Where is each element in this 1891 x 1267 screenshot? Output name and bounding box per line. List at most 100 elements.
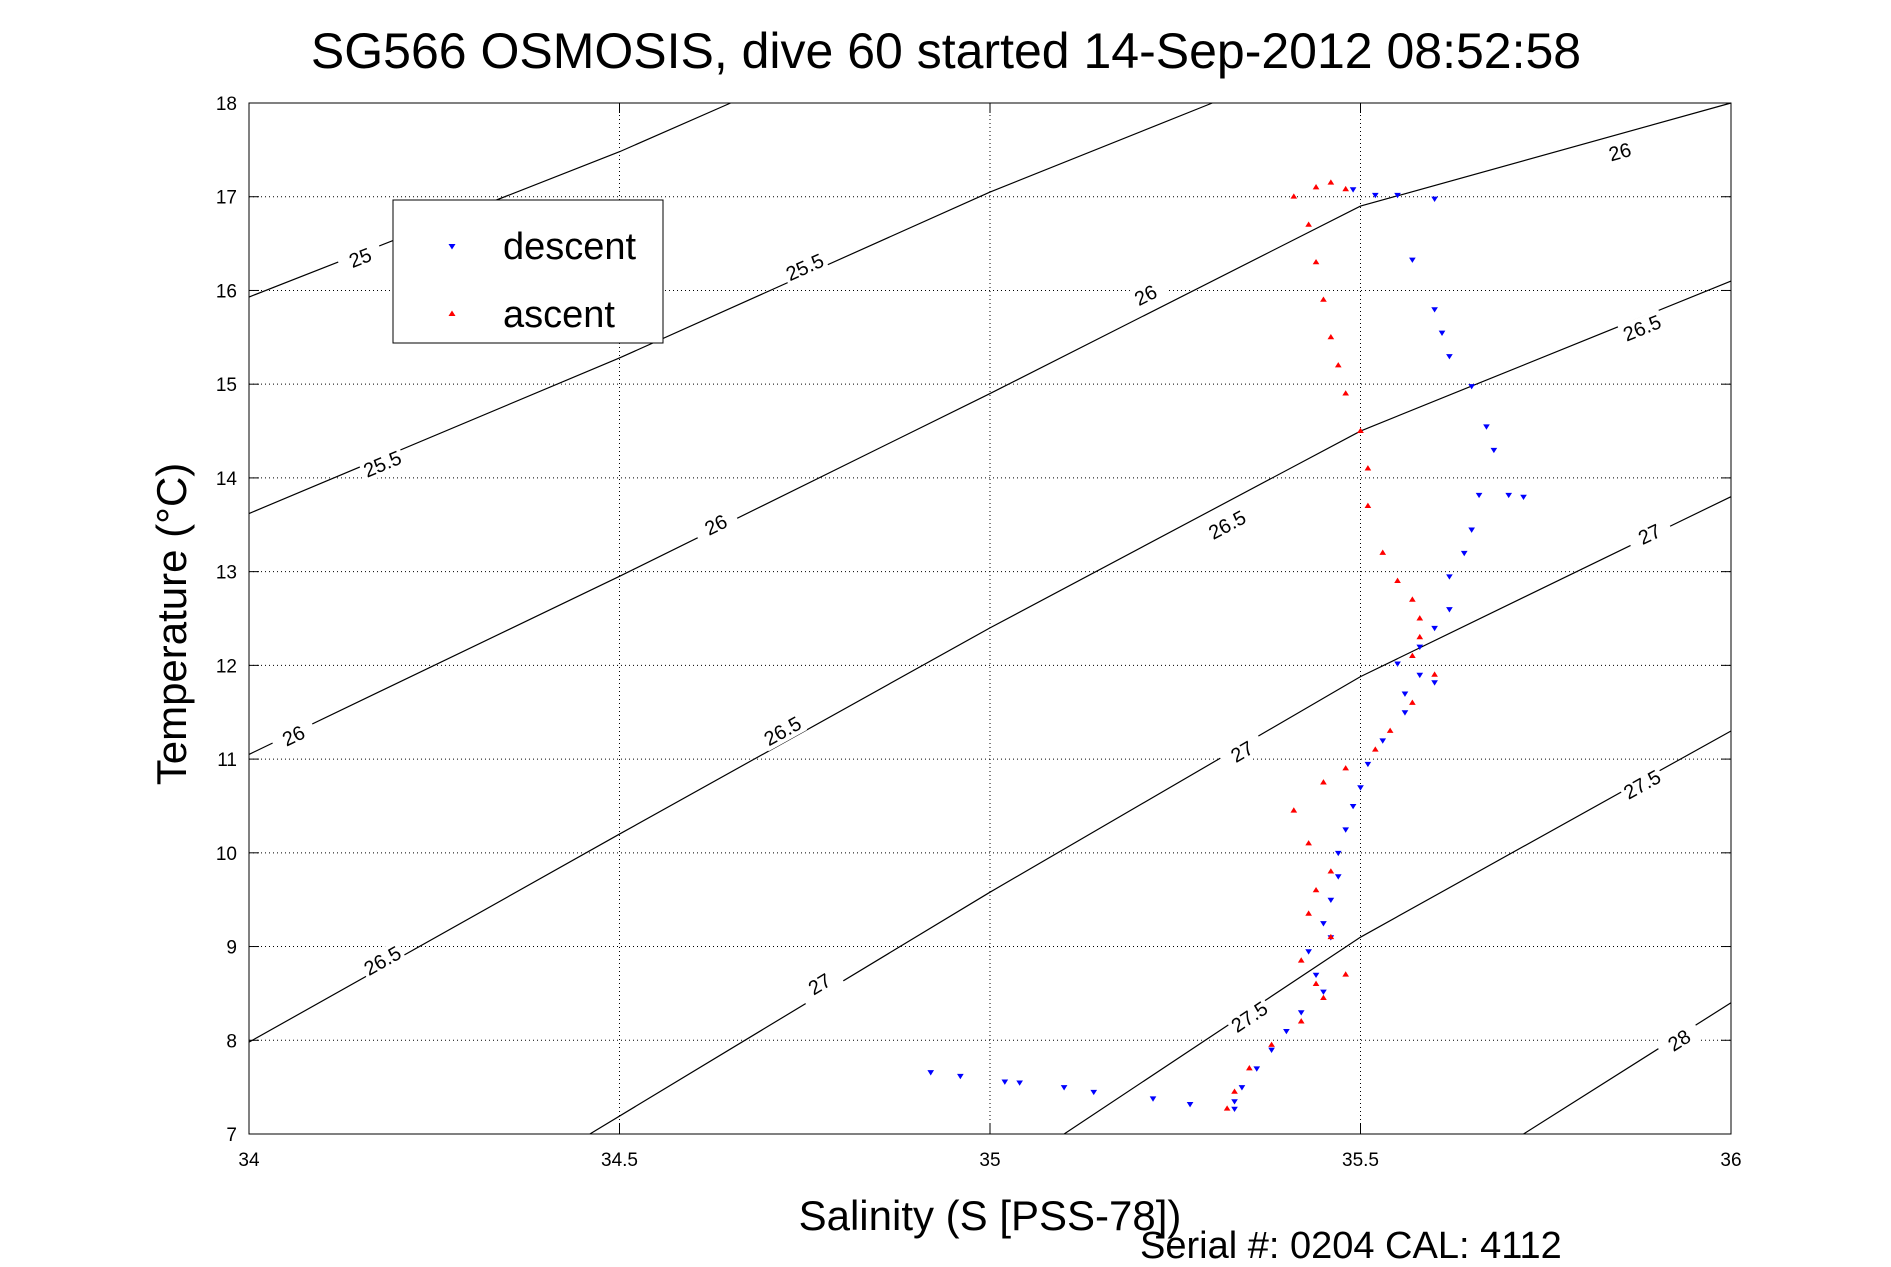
ascent-point — [1312, 258, 1320, 265]
ascent-point — [1409, 699, 1416, 705]
ascent-point — [1305, 221, 1312, 227]
descent-point — [1149, 1096, 1157, 1102]
descent-point — [1394, 192, 1401, 199]
ascent-point — [1371, 746, 1379, 752]
legend-marker-ascent-glyph — [448, 310, 456, 317]
ascent-point — [1305, 840, 1312, 846]
ascent-point — [1334, 362, 1342, 368]
y-axis-title: Temperature (°C) — [148, 463, 195, 786]
descent-point — [1090, 1089, 1098, 1096]
serial-cal-footer: Serial #: 0204 CAL: 4112 — [1140, 1225, 1562, 1262]
ascent-point — [1312, 886, 1320, 893]
descent-point — [1446, 574, 1453, 580]
descent-point — [1401, 691, 1409, 697]
contour-label-bg — [1217, 731, 1267, 773]
descent-point — [1253, 1066, 1261, 1072]
descent-point — [1416, 672, 1424, 679]
ascent-point — [1297, 957, 1305, 963]
x-tick-label: 35 — [979, 1150, 1000, 1171]
ascent-point — [1312, 183, 1320, 190]
y-tick-label: 16 — [216, 281, 237, 302]
descent-point — [1416, 644, 1424, 650]
ascent-point — [1297, 1018, 1305, 1024]
x-tick-label: 34 — [238, 1150, 260, 1171]
ascent-point — [1290, 193, 1298, 199]
density-contour-28 — [1523, 1002, 1732, 1135]
descent-point — [1431, 307, 1438, 313]
descent-point — [1446, 607, 1453, 613]
x-tick-label: 36 — [1720, 1150, 1741, 1171]
ascent-point — [1342, 971, 1350, 977]
y-tick-label: 14 — [216, 469, 238, 490]
descent-point — [1438, 330, 1446, 336]
legend-box — [392, 199, 664, 344]
legend-marker-ascent — [448, 310, 456, 317]
ascent-point — [1416, 615, 1424, 621]
density-contour-26.5 — [248, 280, 1732, 1043]
ascent-point — [1394, 577, 1401, 583]
descent-point — [1231, 1106, 1238, 1113]
descent-point — [1334, 850, 1342, 857]
ascent-point — [1231, 1088, 1238, 1094]
descent-point — [1357, 785, 1364, 791]
contour-label-bg — [1595, 135, 1644, 169]
y-tick-label: 9 — [226, 938, 237, 959]
descent-point — [927, 1070, 935, 1076]
ascent-point — [1327, 868, 1335, 874]
contour-label-bg — [1224, 995, 1274, 1039]
legend-label-ascent: ascent — [503, 294, 615, 336]
descent-point — [1379, 738, 1387, 744]
ascent-point — [1312, 980, 1320, 986]
descent-point — [1320, 921, 1327, 927]
ascent-point — [1223, 1105, 1231, 1111]
contour-label-bg — [1121, 275, 1171, 315]
legend-label-descent: descent — [503, 226, 637, 268]
descent-point — [1520, 494, 1527, 501]
y-tick-label: 7 — [226, 1125, 237, 1146]
legend-marker-descent-glyph — [448, 243, 456, 250]
descent-point — [1394, 661, 1401, 667]
descent-point — [1186, 1102, 1194, 1108]
ascent-point — [1305, 910, 1312, 916]
ascent-point — [1290, 807, 1298, 813]
density-contour-26 — [248, 102, 1732, 755]
ascent-point — [1364, 502, 1372, 508]
descent-point — [1268, 1047, 1275, 1054]
descent-point — [1468, 384, 1475, 390]
descent-point — [1001, 1079, 1009, 1085]
y-tick-label: 8 — [226, 1031, 237, 1052]
descent-point — [1060, 1085, 1068, 1091]
contour-label-bg — [1624, 514, 1675, 554]
ascent-point — [1379, 549, 1387, 555]
descent-point — [1475, 492, 1483, 499]
descent-point — [1431, 196, 1438, 202]
contour-label-bg — [691, 505, 741, 545]
ascent-point — [1416, 633, 1424, 640]
descent-point — [1334, 874, 1342, 880]
ascent-point — [1431, 671, 1438, 677]
descent-point — [1297, 1010, 1305, 1016]
legend-marker-descent — [448, 243, 456, 250]
contour-label-bg — [1202, 504, 1252, 545]
density-contour-27 — [589, 496, 1732, 1135]
ascent-point — [1409, 596, 1416, 602]
descent-point — [1349, 187, 1357, 193]
y-axis: 7 8 9 10 11 12 13 14 15 16 17 18 — [216, 94, 1731, 1146]
descent-point — [1320, 989, 1327, 995]
ascent-point — [1409, 652, 1416, 658]
descent-point — [1371, 192, 1379, 199]
ascent-point — [1320, 296, 1327, 302]
y-tick-label: 10 — [216, 844, 237, 865]
contour-label-bg — [268, 716, 319, 756]
descent-point — [957, 1073, 964, 1080]
y-tick-label: 12 — [216, 656, 237, 677]
descent-point — [1231, 1099, 1238, 1105]
legend: descent ascent — [392, 199, 664, 344]
descent-point — [1401, 710, 1409, 716]
descent-point — [1312, 972, 1320, 979]
ascent-point — [1327, 933, 1335, 940]
y-tick-label: 18 — [216, 94, 237, 115]
contour-label-bg — [357, 940, 407, 981]
descent-point — [1468, 527, 1475, 533]
